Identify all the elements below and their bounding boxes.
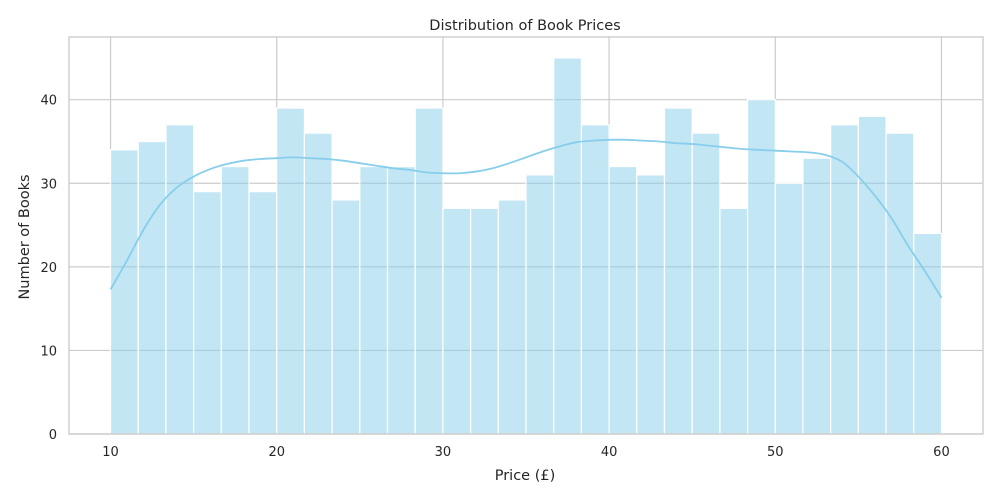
histogram-bar [386,165,416,435]
histogram-bar [248,191,278,435]
x-tick-label: 50 [767,445,784,460]
plot-border [68,36,984,435]
histogram-bars [109,57,943,435]
y-tick-label: 10 [40,344,57,359]
histogram-bar [885,132,915,435]
histogram-bar [525,174,555,435]
histogram-bar [857,115,887,435]
histogram-bar [553,57,582,435]
histogram-bar [774,182,804,435]
x-tick-label: 60 [933,445,950,460]
histogram-bar [663,107,693,435]
y-tick-label: 0 [49,428,57,443]
histogram-bar [608,165,638,435]
histogram-bar [691,132,721,435]
x-tick-label: 30 [435,445,452,460]
histogram-bar [276,107,306,435]
x-axis-title: Price (£) [495,468,556,484]
histogram-bar [913,232,943,435]
histogram-bar [137,140,167,435]
histogram-bar [802,157,832,435]
kde-line [109,138,943,299]
histogram-bar [442,207,472,435]
x-tick-label: 20 [268,445,285,460]
y-tick-label: 20 [40,261,57,276]
histogram-bar [719,207,749,435]
histogram-bar [470,207,499,435]
kde-curve-group [109,138,943,299]
y-tick-label: 40 [40,94,57,109]
histogram-bar [414,107,444,435]
y-tick-label: 30 [40,177,57,192]
histogram-bar [497,199,527,435]
histogram-bar [109,149,139,435]
histogram-bar [359,165,389,435]
histogram-bar [580,124,610,435]
x-tick-label: 10 [102,445,119,460]
histogram-bar [746,99,776,435]
histogram-bar [220,165,250,435]
histogram-bar [331,199,361,435]
chart-title: Distribution of Book Prices [429,18,620,34]
x-tick-label: 40 [601,445,618,460]
histogram-bar [165,124,195,435]
tick-labels: 10 20 30 40 50 60 0 10 20 30 40 [40,94,949,460]
y-axis-title: Number of Books [17,174,33,299]
histogram-bar [193,191,222,435]
histogram-bar [303,132,333,435]
histogram-bar [636,174,666,435]
plot-frame [68,36,984,435]
